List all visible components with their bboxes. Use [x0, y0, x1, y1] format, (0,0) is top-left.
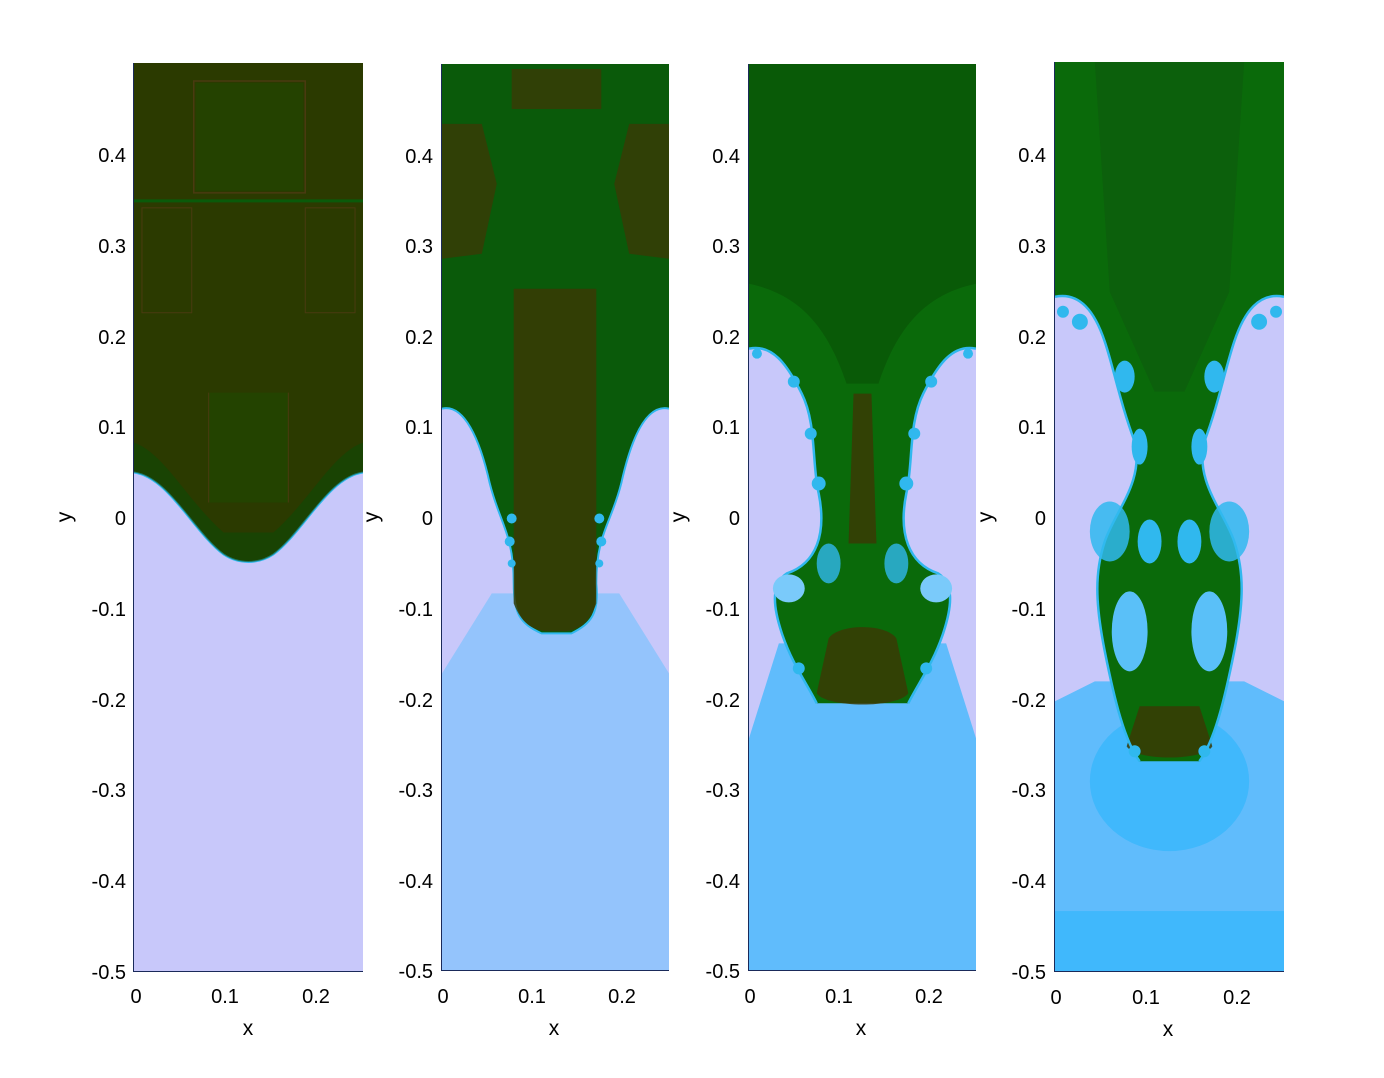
ytick-label: -0.2 [1011, 690, 1046, 712]
ytick-label: -0.3 [705, 780, 740, 802]
xtick-label: 0.2 [915, 986, 943, 1008]
ytick-label: 0.3 [712, 236, 740, 258]
ytick-label: -0.4 [91, 871, 126, 893]
ytick-label: 0.2 [712, 327, 740, 349]
ytick-label: 0.1 [712, 417, 740, 439]
plot-area-1 [133, 63, 363, 972]
ytick-label: 0.3 [405, 236, 433, 258]
ytick-label: 0.3 [1018, 236, 1046, 258]
xtick-label: 0.2 [302, 986, 330, 1008]
ytick-label: -0.1 [1011, 599, 1046, 621]
plot-area-4 [1054, 62, 1284, 972]
xtick-label: 0.1 [518, 986, 546, 1008]
y-axis-label: y [974, 511, 997, 523]
y-axis-label: y [360, 511, 383, 523]
density-field-4 [1055, 62, 1284, 971]
ytick-label: -0.2 [91, 690, 126, 712]
ytick-label: 0 [1034, 508, 1046, 530]
ytick-label: 0.2 [98, 327, 126, 349]
ytick-label: 0.4 [712, 146, 740, 168]
ytick-label: 0.4 [1018, 145, 1046, 167]
ytick-label: 0 [421, 508, 433, 530]
ytick-label: 0.4 [98, 145, 126, 167]
plot-area-2 [441, 64, 669, 971]
ytick-label: -0.5 [398, 961, 433, 983]
y-axis-label: y [53, 511, 76, 523]
y-axis-label: y [667, 511, 690, 523]
xtick-label: 0 [437, 986, 449, 1008]
ytick-label: -0.4 [705, 871, 740, 893]
ytick-label: -0.3 [91, 780, 126, 802]
ytick-label: 0.1 [1018, 417, 1046, 439]
ytick-label: 0.3 [98, 236, 126, 258]
ytick-label: -0.4 [398, 871, 433, 893]
ytick-label: -0.2 [398, 690, 433, 712]
ytick-label: -0.4 [1011, 871, 1046, 893]
ytick-label: 0 [728, 508, 740, 530]
x-axis-label: x [242, 1017, 254, 1040]
xtick-label: 0.1 [1132, 987, 1160, 1009]
ytick-label: 0.2 [1018, 327, 1046, 349]
ytick-label: -0.5 [1011, 962, 1046, 984]
ytick-label: -0.1 [398, 599, 433, 621]
x-axis-label: x [855, 1017, 867, 1040]
x-axis-label: x [1162, 1018, 1174, 1041]
ytick-label: -0.3 [1011, 780, 1046, 802]
density-field-2 [442, 64, 669, 970]
xtick-label: 0.1 [825, 986, 853, 1008]
xtick-label: 0.1 [211, 986, 239, 1008]
ytick-label: 0.1 [405, 417, 433, 439]
ytick-label: -0.3 [398, 780, 433, 802]
ytick-label: -0.1 [91, 599, 126, 621]
ytick-label: -0.5 [91, 962, 126, 984]
ytick-label: 0 [114, 508, 126, 530]
ytick-label: 0.1 [98, 417, 126, 439]
xtick-label: 0 [130, 986, 142, 1008]
xtick-label: 0 [1050, 987, 1062, 1009]
xtick-label: 0 [744, 986, 756, 1008]
plot-area-3 [748, 64, 976, 971]
xtick-label: 0.2 [1223, 987, 1251, 1009]
ytick-label: -0.2 [705, 690, 740, 712]
density-field-3 [749, 64, 976, 970]
ytick-label: 0.4 [405, 146, 433, 168]
xtick-label: 0.2 [608, 986, 636, 1008]
ytick-label: -0.5 [705, 961, 740, 983]
ytick-label: 0.2 [405, 327, 433, 349]
density-field-1 [134, 63, 363, 971]
ytick-label: -0.1 [705, 599, 740, 621]
x-axis-label: x [548, 1017, 560, 1040]
